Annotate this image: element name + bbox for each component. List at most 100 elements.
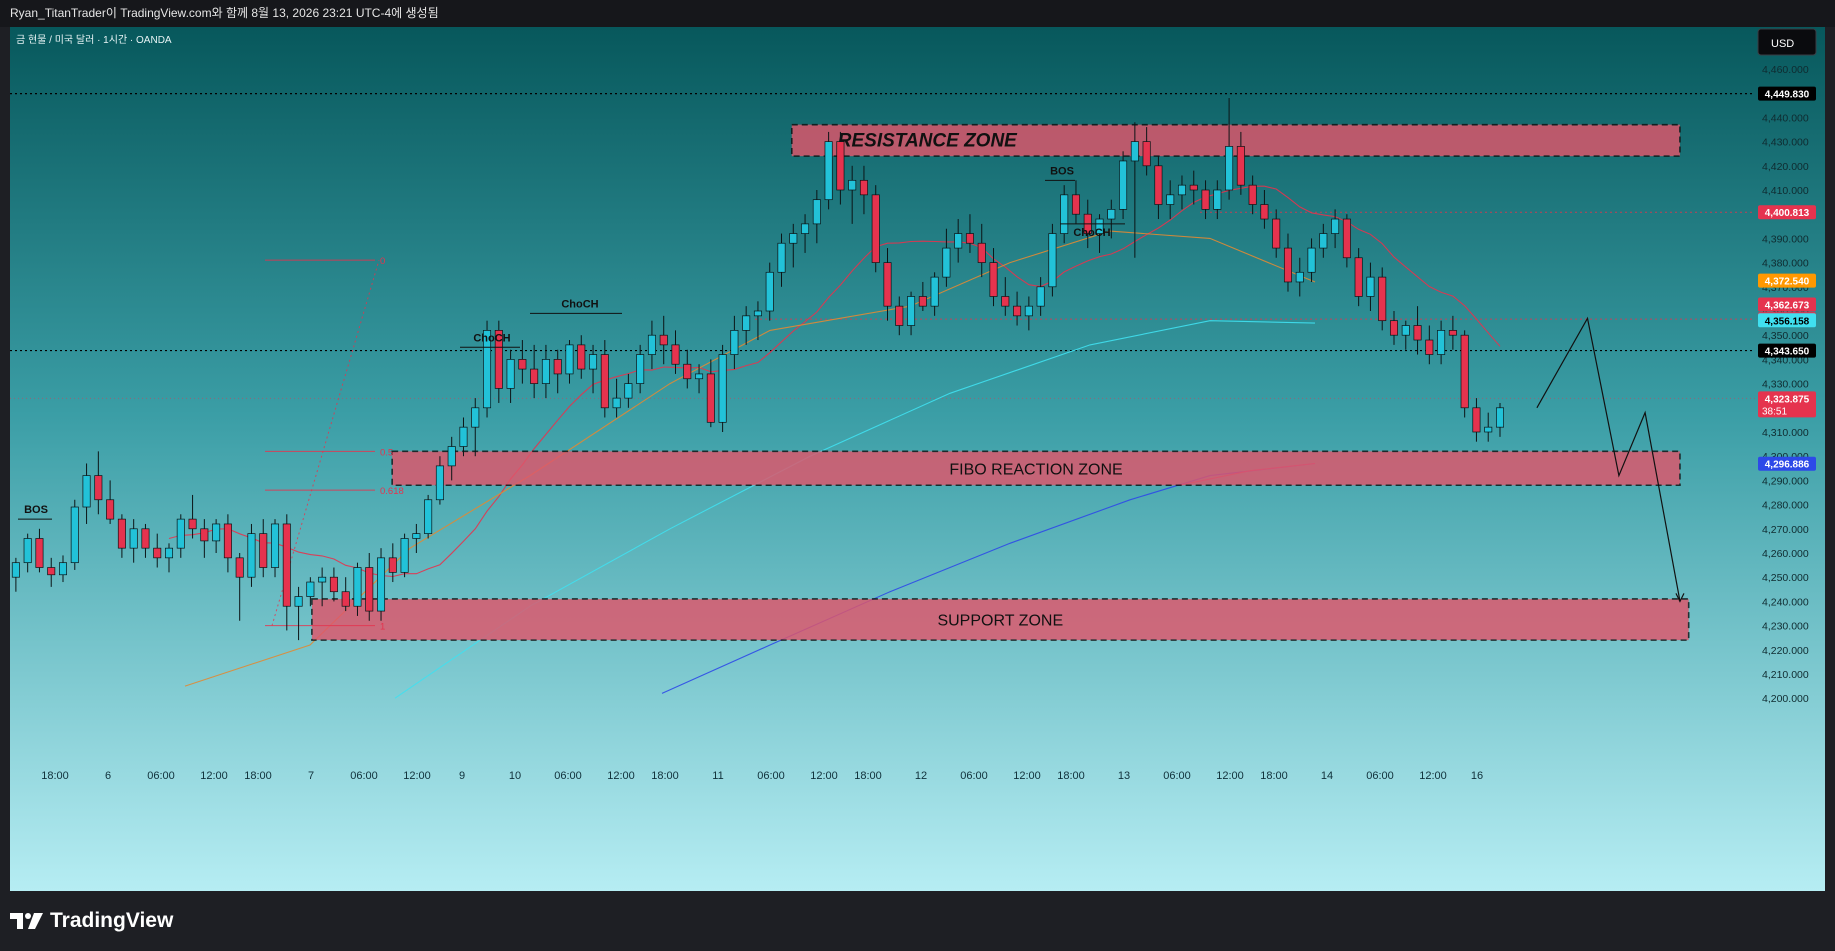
structure-label: BOS <box>1050 165 1074 177</box>
candle-body <box>553 359 562 375</box>
candle <box>812 190 821 244</box>
candle <box>753 301 762 341</box>
candle <box>1413 306 1422 355</box>
candle <box>1024 296 1033 331</box>
candle-body <box>365 567 374 612</box>
zone-label: FIBO REACTION ZONE <box>949 461 1122 478</box>
x-tick-label: 18:00 <box>41 770 69 782</box>
candle-body <box>271 523 280 568</box>
candle <box>471 398 480 457</box>
candle-body <box>730 330 739 355</box>
candle-body <box>1342 218 1351 259</box>
candle-body <box>176 518 185 549</box>
candle <box>1319 223 1328 258</box>
candle <box>1107 199 1116 239</box>
y-tick-label: 4,250.000 <box>1762 572 1809 584</box>
price-chart[interactable]: RESISTANCE ZONE FIBO REACTION ZONE SUPPORT… <box>10 27 1825 891</box>
fib-trendline <box>271 260 380 626</box>
candle-body <box>306 581 315 597</box>
candle <box>223 514 232 573</box>
candle-body <box>200 528 209 542</box>
candle-body <box>212 523 221 542</box>
candle <box>412 523 421 553</box>
chart-caption: Ryan_TitanTrader이 TradingView.com와 함께 8월… <box>0 0 1835 27</box>
candle <box>141 523 150 558</box>
candle <box>1272 209 1281 258</box>
candle-body <box>1425 339 1434 355</box>
candle-body <box>848 179 857 191</box>
candle-body <box>59 562 68 576</box>
candle-body <box>1166 194 1175 205</box>
candle-body <box>1295 271 1304 283</box>
chart-area[interactable]: RESISTANCE ZONE FIBO REACTION ZONE SUPPORT… <box>10 27 1825 891</box>
candle-body <box>1495 407 1505 428</box>
candle-body <box>683 363 692 380</box>
candle <box>1354 248 1363 307</box>
price-label-bg <box>1758 313 1816 328</box>
ma-line-orange <box>184 230 1316 687</box>
structure-label: ChoCH <box>1073 227 1110 239</box>
candle <box>506 349 515 403</box>
currency-label: USD <box>1771 38 1794 50</box>
candle <box>11 557 20 592</box>
candle-body <box>918 296 927 307</box>
candle-body <box>1366 276 1375 297</box>
candle-body <box>659 334 668 346</box>
y-tick-label: 4,260.000 <box>1762 548 1809 560</box>
candle-body <box>1036 286 1045 307</box>
candle <box>271 519 280 578</box>
x-tick-label: 06:00 <box>757 770 785 782</box>
structure-label: ChoCH <box>561 298 598 310</box>
projection-arrowhead <box>1675 593 1685 603</box>
price-zone <box>311 598 1690 641</box>
candle <box>1401 320 1410 350</box>
candle <box>954 219 963 263</box>
x-tick-label: 16 <box>1471 770 1483 782</box>
price-label-text: 4,400.813 <box>1765 208 1810 219</box>
price-label: 4,296.886 <box>1758 456 1816 471</box>
tradingview-logo[interactable]: TradingView <box>10 909 173 933</box>
candle <box>801 214 810 253</box>
candle-body <box>1437 330 1446 355</box>
candle-body <box>412 533 421 539</box>
candle <box>1342 214 1351 268</box>
candle-body <box>82 475 91 508</box>
price-label: 4,356.158 <box>1758 313 1816 328</box>
candle-body <box>883 262 892 307</box>
candle-body <box>1013 305 1022 317</box>
candle-body <box>1130 141 1139 162</box>
candle-body <box>247 533 256 578</box>
candle-body <box>318 576 327 583</box>
zone-label: RESISTANCE ZONE <box>838 130 1018 151</box>
candle <box>1048 223 1057 297</box>
candle-body <box>1189 184 1198 191</box>
candle-body <box>341 591 350 607</box>
candle-body <box>1354 257 1363 297</box>
candle <box>153 533 162 568</box>
candle <box>494 320 503 403</box>
candle <box>1366 262 1375 311</box>
candle <box>907 291 916 336</box>
candle-body <box>1213 189 1222 210</box>
candle-body <box>1024 305 1033 317</box>
candle-body <box>1260 204 1269 220</box>
candle <box>518 340 527 384</box>
x-tick-label: 12 <box>915 770 927 782</box>
price-label: 4,400.813 <box>1758 205 1816 220</box>
candle <box>435 456 444 505</box>
candle-body <box>188 518 197 530</box>
candle-body <box>801 223 810 234</box>
candle <box>1448 315 1457 350</box>
y-tick-label: 4,280.000 <box>1762 500 1809 512</box>
price-zone <box>790 123 1681 157</box>
price-label-bg <box>1758 456 1816 471</box>
candle-body <box>400 538 409 573</box>
candle <box>82 463 91 524</box>
currency-button[interactable]: USD <box>1757 28 1817 56</box>
candle-body <box>282 523 291 607</box>
candle <box>1036 277 1045 316</box>
candle-body <box>459 426 468 447</box>
x-tick-label: 9 <box>459 770 465 782</box>
candle <box>659 315 668 365</box>
candle <box>1095 214 1104 253</box>
